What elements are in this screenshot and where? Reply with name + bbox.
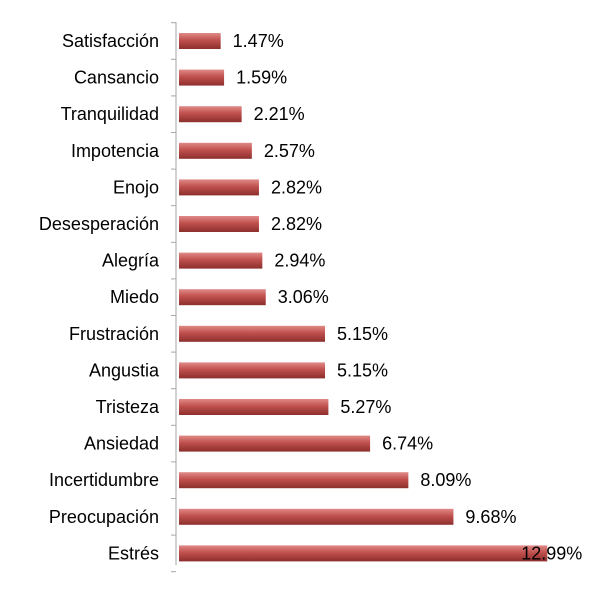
data-label: 6.74% [382,434,433,454]
data-label: 5.27% [340,397,391,417]
data-label: 1.59% [236,68,287,88]
data-label: 8.09% [420,470,471,490]
category-label: Frustración [69,324,159,344]
bar [179,508,454,525]
category-label: Ansiedad [84,434,159,454]
bar [179,216,259,232]
category-label: Miedo [110,287,159,307]
bar [179,69,225,86]
category-label: Alegría [102,251,160,271]
category-label: Impotencia [71,141,160,161]
bar [179,472,409,489]
category-label: Angustia [89,360,160,380]
category-label: Cansancio [74,68,159,88]
category-label: Tristeza [96,397,160,417]
data-label: 2.82% [271,214,322,234]
category-label: Enojo [113,177,159,197]
bar [179,325,326,342]
data-label: 3.06% [278,287,329,307]
category-label: Preocupación [49,507,159,527]
bar [179,106,242,123]
data-label: 2.21% [254,104,305,124]
bar [179,142,252,159]
bar [179,252,263,269]
bar [179,399,329,415]
bar [179,362,326,379]
category-label: Estrés [108,543,159,563]
bar [179,179,259,196]
data-label: 5.15% [337,360,388,380]
bar [179,435,371,452]
data-label: 2.82% [271,177,322,197]
bar [179,33,221,49]
category-label: Incertidumbre [49,470,159,490]
data-label: 5.15% [337,324,388,344]
category-label: Satisfacción [62,31,159,51]
data-label: 9.68% [465,507,516,527]
bar [179,289,266,306]
category-label: Desesperación [39,214,159,234]
bar [179,545,548,562]
data-label: 1.47% [233,31,284,51]
category-label: Tranquilidad [61,104,159,124]
data-label: 2.57% [264,141,315,161]
data-label: 12.99% [521,543,582,563]
data-label: 2.94% [274,251,325,271]
